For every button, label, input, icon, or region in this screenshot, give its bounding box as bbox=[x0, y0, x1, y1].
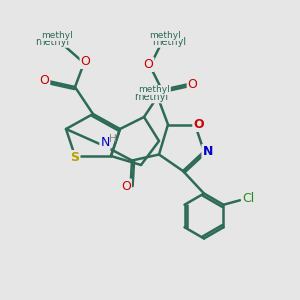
Text: methyl: methyl bbox=[35, 37, 70, 47]
Text: O: O bbox=[193, 118, 204, 131]
Text: O: O bbox=[121, 179, 131, 193]
Text: Cl: Cl bbox=[242, 192, 254, 205]
Text: N: N bbox=[202, 145, 213, 158]
Text: S: S bbox=[70, 151, 80, 164]
Text: O: O bbox=[81, 55, 90, 68]
Text: methyl: methyl bbox=[134, 92, 169, 103]
Text: O: O bbox=[188, 77, 197, 91]
Text: O: O bbox=[40, 74, 49, 88]
Text: H: H bbox=[109, 134, 117, 144]
Text: methyl: methyl bbox=[41, 32, 73, 40]
Text: N: N bbox=[100, 136, 110, 149]
Text: methyl: methyl bbox=[152, 37, 187, 47]
Text: methyl: methyl bbox=[139, 85, 170, 94]
Text: methyl: methyl bbox=[149, 32, 181, 40]
Text: O: O bbox=[144, 58, 153, 71]
